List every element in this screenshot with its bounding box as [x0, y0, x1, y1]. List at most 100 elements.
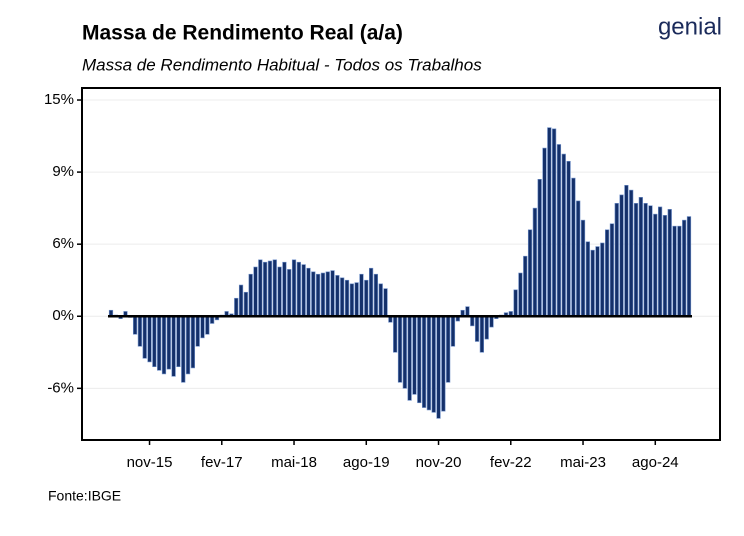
bar [157, 315, 162, 371]
bar [320, 272, 326, 317]
bar [542, 147, 547, 317]
y-tick-label: 6% [52, 235, 74, 252]
bar [190, 315, 195, 369]
y-tick-label: 9% [52, 163, 74, 180]
bar [397, 315, 403, 383]
bar [566, 160, 571, 317]
bar [474, 315, 480, 342]
bar [340, 277, 345, 317]
bar [527, 229, 533, 317]
bar [479, 315, 484, 353]
chart-title: Massa de Rendimento Real (a/a) [82, 22, 403, 45]
bar [446, 315, 451, 383]
x-tick-label: mai-23 [560, 454, 606, 471]
y-tick-label: 15% [44, 91, 74, 108]
bar [142, 315, 147, 359]
bar [421, 315, 427, 408]
bar [181, 315, 186, 383]
x-tick-label: ago-19 [343, 454, 390, 471]
bar [417, 315, 422, 404]
bar [600, 242, 605, 317]
bar [195, 315, 200, 347]
bar [330, 270, 335, 317]
x-tick-label: fev-22 [490, 454, 532, 471]
bar [263, 261, 268, 317]
bar [325, 271, 330, 317]
bar [633, 203, 639, 317]
bar [605, 229, 610, 317]
bar [624, 185, 629, 317]
bar [686, 216, 692, 317]
bar [238, 284, 244, 317]
bar [234, 297, 239, 317]
bar [412, 315, 417, 395]
bar [359, 273, 364, 317]
bar [373, 273, 379, 317]
bar [436, 315, 441, 419]
bar [161, 315, 167, 375]
bar [306, 267, 311, 317]
bar [590, 249, 595, 317]
y-tick-label: 0% [52, 307, 74, 324]
bar [677, 225, 682, 317]
bar [465, 306, 470, 317]
bar [383, 288, 388, 317]
bar [393, 315, 398, 353]
bar [147, 315, 152, 363]
bar [638, 197, 643, 317]
bar [205, 315, 210, 335]
bar [354, 282, 359, 317]
bar [137, 315, 143, 347]
source: Fonte:IBGE [48, 488, 121, 504]
bar [643, 203, 648, 317]
x-tick-label: mai-18 [271, 454, 317, 471]
bar [287, 269, 292, 317]
bar [672, 225, 677, 317]
bar [301, 264, 306, 317]
bar [364, 279, 369, 317]
bar [431, 315, 436, 413]
bar [667, 209, 672, 317]
bar [629, 189, 634, 317]
logo: genial [658, 13, 722, 40]
bar [152, 315, 157, 368]
bar [344, 279, 350, 317]
bar [682, 219, 687, 317]
bar [556, 144, 562, 317]
bar [171, 315, 176, 377]
bar [267, 260, 273, 317]
bar [653, 213, 658, 317]
bar [185, 315, 191, 375]
bar [648, 205, 653, 317]
bar [657, 206, 663, 317]
bar [248, 273, 253, 317]
bar [335, 275, 340, 317]
x-tick-label: fev-17 [201, 454, 243, 471]
plot-frame [81, 87, 721, 441]
bar [470, 315, 475, 327]
bar [595, 246, 600, 317]
bar [513, 289, 518, 317]
bar [258, 259, 263, 317]
bar [132, 315, 138, 335]
bar [166, 315, 171, 370]
bar [378, 283, 383, 317]
bar [609, 223, 615, 317]
bar [282, 261, 287, 317]
bar [349, 283, 354, 317]
bar [580, 219, 586, 317]
bar [585, 241, 590, 317]
x-tick-label: nov-20 [416, 454, 462, 471]
x-tick-label: ago-24 [632, 454, 679, 471]
bar [576, 200, 581, 317]
bar [311, 271, 316, 317]
bar [200, 315, 205, 339]
bar [291, 259, 297, 317]
bar [368, 267, 374, 317]
bar [484, 315, 489, 340]
bar [489, 315, 494, 328]
bar [402, 315, 407, 389]
chart-subtitle: Massa de Rendimento Habitual - Todos os … [82, 55, 482, 74]
bar [450, 315, 456, 347]
